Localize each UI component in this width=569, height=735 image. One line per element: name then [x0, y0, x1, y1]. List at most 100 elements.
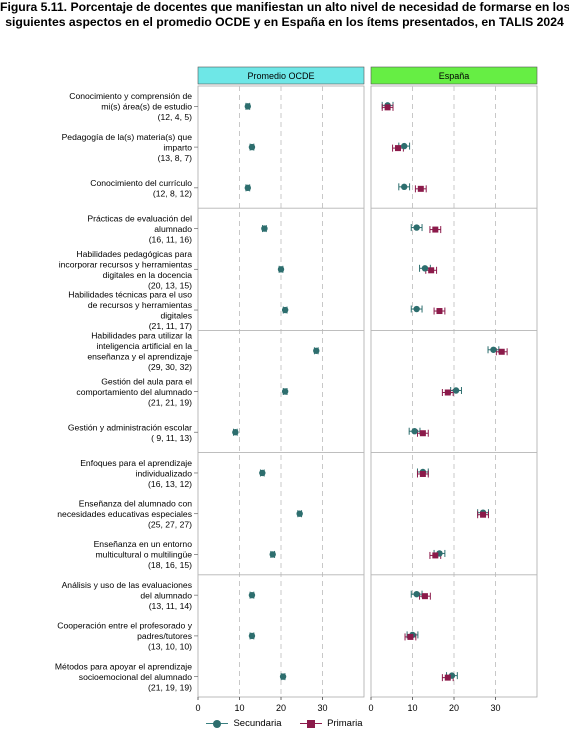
- row-label-line: Habilidades técnicas para el uso: [68, 290, 192, 300]
- row-label-line: Conocimiento del currículo: [90, 178, 192, 188]
- row-label-line: (16, 13, 12): [148, 479, 192, 489]
- es-point-primaria-9: [419, 470, 426, 477]
- ocde-point-secundaria-3: [261, 225, 268, 232]
- row-label-5: Habilidades técnicas para el uso de recur…: [68, 290, 192, 332]
- es-point-secundaria-12: [413, 590, 420, 598]
- es-point-secundaria-4: [421, 265, 429, 272]
- row-label-line: socioemocional del alumnado: [79, 672, 192, 682]
- row-label-line: (21, 19, 19): [148, 682, 192, 692]
- panel-header-ocde: [197, 66, 365, 85]
- row-label-8: Gestión y administración escolar( 9, 11,…: [68, 422, 192, 443]
- legend-item-primaria: Primaria: [300, 718, 363, 729]
- row-label-9: Enfoques para el aprendizaje individualiz…: [80, 458, 192, 489]
- ocde-point-secundaria-14: [279, 673, 287, 680]
- row-label-line: (29, 30, 32): [148, 362, 192, 372]
- es-point-primaria-11: [432, 552, 439, 559]
- row-label-line: (12, 8, 12): [153, 188, 192, 198]
- row-label-11: Enseñanza en un entorno multicultural o m…: [94, 539, 193, 570]
- panel-header-espana: [370, 66, 538, 85]
- es-point-primaria-8: [419, 430, 426, 437]
- row-label-line: Gestión y administración escolar: [68, 422, 192, 432]
- es-point-primaria-2: [417, 185, 424, 192]
- es-point-primaria-0: [384, 104, 391, 111]
- legend-label-secundaria: Secundaria: [233, 718, 282, 729]
- legend-label-primaria: Primaria: [327, 718, 363, 729]
- es-point-secundaria-2: [401, 183, 408, 191]
- row-label-line: Cooperación entre el profesorado y: [57, 621, 192, 631]
- es-point-secundaria-1: [401, 142, 408, 150]
- row-label-12: Análisis y uso de las evaluaciones del al…: [62, 580, 193, 611]
- ocde-point-secundaria-0: [244, 103, 251, 110]
- ocde-point-secundaria-12: [248, 591, 256, 599]
- row-label-13: Cooperación entre el profesorado y padres…: [57, 621, 192, 652]
- ocde-point-secundaria-4: [277, 266, 285, 273]
- legend-item-secundaria: Secundaria: [206, 718, 282, 729]
- es-point-primaria-1: [394, 145, 401, 152]
- figure-title-line-1: Figura 5.11. Porcentaje de docentes que …: [0, 0, 569, 14]
- row-label-6: Habilidades para utilizar la inteligencia…: [87, 330, 192, 372]
- row-label-line: inteligencia artificial en la: [96, 341, 192, 351]
- es-point-secundaria-7: [452, 387, 460, 394]
- ocde-point-secundaria-11: [269, 551, 276, 558]
- row-label-2: Conocimiento del currículo (12, 8, 12): [90, 178, 192, 199]
- row-label-4: Habilidades pedagógicas para incorporar r…: [59, 249, 192, 291]
- row-label-0: Conocimiento y comprensión de mi(s) área(…: [69, 91, 192, 122]
- ocde-point-secundaria-1: [248, 143, 256, 151]
- es-point-secundaria-5: [413, 305, 420, 313]
- figure-title-line-2: siguientes aspectos en el promedio OCDE …: [5, 15, 564, 29]
- ocde-point-secundaria-8: [232, 429, 239, 436]
- x-tick-label-espana-20: 20: [449, 703, 459, 713]
- row-label-line: (12, 4, 5): [158, 112, 193, 122]
- ocde-point-secundaria-10: [296, 510, 303, 517]
- x-tick-label-espana-30: 30: [490, 703, 500, 713]
- row-label-line: padres/tutores: [137, 631, 192, 641]
- row-label-line: (20, 13, 15): [148, 280, 192, 290]
- panel-header-label-ocde: Promedio OCDE: [247, 71, 314, 81]
- row-label-line: (18, 16, 15): [148, 560, 192, 570]
- row-label-line: Enfoques para el aprendizaje: [80, 458, 192, 468]
- es-point-primaria-6: [498, 348, 505, 355]
- es-point-primaria-5: [436, 308, 443, 315]
- x-tick-label-espana-0: 0: [368, 703, 373, 713]
- row-label-line: Análisis y uso de las evaluaciones: [62, 580, 192, 590]
- row-label-line: (25, 27, 27): [148, 520, 192, 530]
- row-label-line: Gestión del aula para el: [101, 376, 192, 386]
- row-label-1: Pedagogía de la(s) materia(s) que imparto…: [62, 132, 193, 163]
- figure-title: Figura 5.11. Porcentaje de docentes que …: [0, 0, 569, 30]
- x-tick-label-ocde-0: 0: [195, 703, 200, 713]
- row-label-line: digitales: [160, 311, 192, 321]
- row-label-line: Habilidades pedagógicas para: [76, 249, 192, 259]
- row-label-line: Pedagogía de la(s) materia(s) que: [62, 132, 193, 142]
- ocde-point-secundaria-5: [281, 306, 289, 314]
- row-label-line: individualizado: [136, 468, 193, 478]
- ocde-point-secundaria-6: [313, 347, 320, 354]
- es-point-primaria-12: [421, 593, 428, 600]
- row-label-line: Habilidades para utilizar la: [91, 330, 192, 340]
- es-point-primaria-10: [480, 511, 487, 518]
- row-label-7: Gestión del aula para el comportamiento d…: [76, 376, 192, 407]
- es-point-primaria-14: [444, 674, 451, 681]
- row-label-line: digitales en la docencia: [103, 270, 193, 280]
- es-point-primaria-3: [432, 226, 439, 233]
- x-tick-label-ocde-30: 30: [317, 703, 327, 713]
- row-label-line: Enseñanza del alumnado con: [79, 499, 192, 509]
- row-label-line: (13, 8, 7): [158, 153, 193, 163]
- row-label-line: del alumnado: [140, 590, 192, 600]
- row-label-line: multicultural o multilingüe: [96, 550, 193, 560]
- row-label-line: (21, 21, 19): [148, 397, 192, 407]
- row-label-3: Prácticas de evaluación del alumnado (16, …: [87, 213, 192, 244]
- es-point-primaria-7: [444, 389, 451, 396]
- ocde-point-secundaria-7: [281, 388, 289, 395]
- legend-swatch-secundaria: [206, 719, 229, 729]
- es-point-primaria-13: [407, 633, 414, 640]
- row-label-10: Enseñanza del alumnado con necesidades ed…: [57, 499, 192, 530]
- es-point-secundaria-8: [411, 428, 418, 435]
- panel-header-label-espana: España: [439, 71, 470, 81]
- row-label-line: Enseñanza en un entorno: [94, 539, 193, 549]
- es-point-secundaria-3: [413, 224, 420, 231]
- ocde-point-secundaria-13: [248, 632, 256, 640]
- row-label-line: necesidades educativas especiales: [57, 509, 192, 519]
- row-label-line: de recursos y herramientas: [88, 300, 192, 310]
- row-label-line: enseñanza y el aprendizaje: [87, 351, 192, 361]
